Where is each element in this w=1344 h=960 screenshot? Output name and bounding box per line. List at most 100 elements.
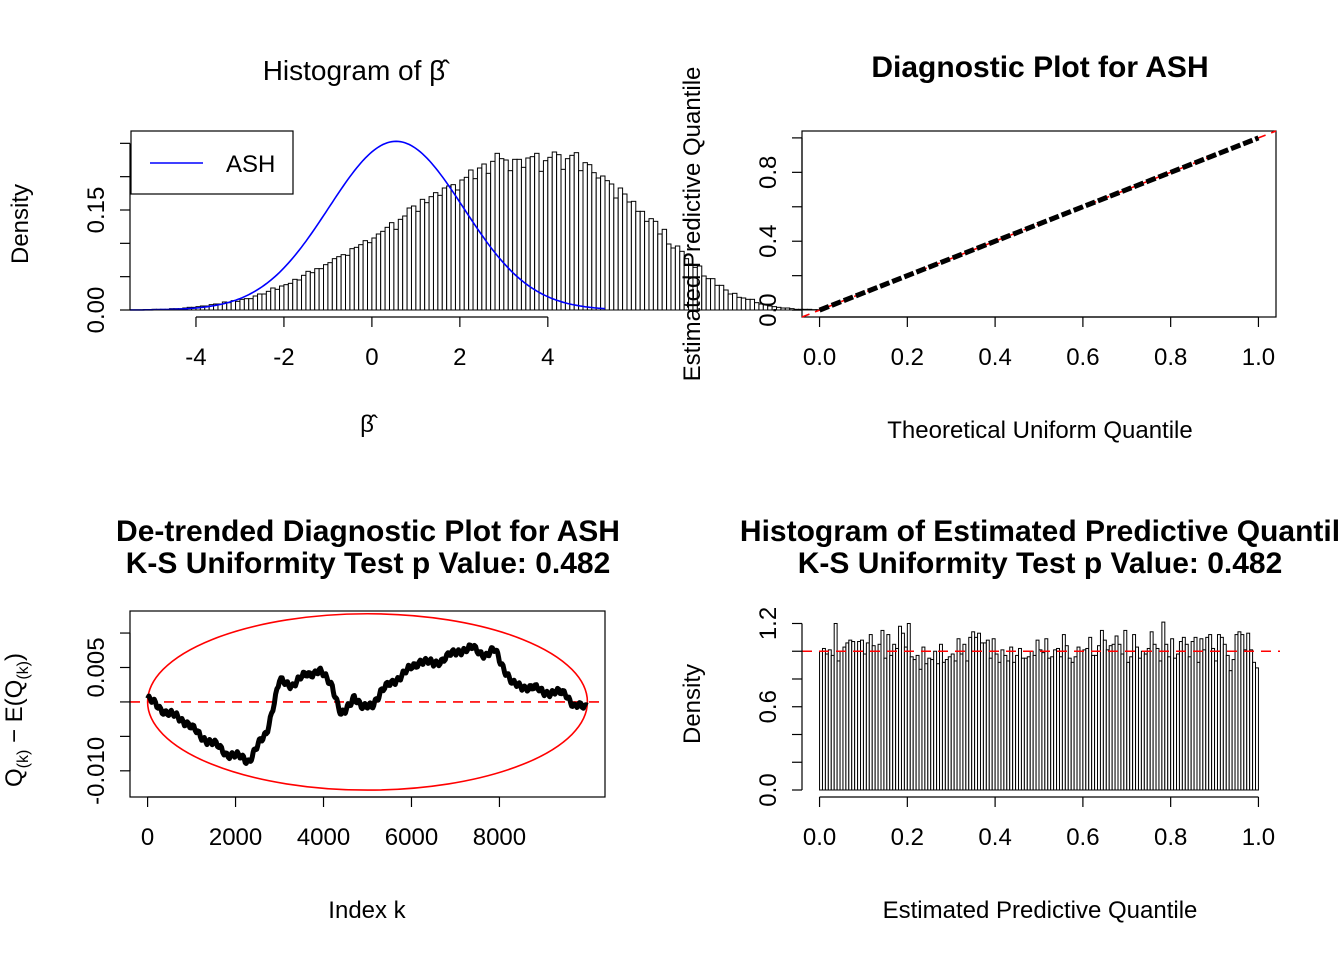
hist-beta-y-label: Density <box>7 184 34 264</box>
hist-beta-bar <box>670 247 676 311</box>
detrended-y-tick-label: -0.010 <box>83 737 110 805</box>
hist-beta-bar <box>432 192 439 311</box>
hist-quantile-y-label: Density <box>679 664 706 744</box>
hist-quantile-title-line1: Histogram of Estimated Predictive Quanti… <box>740 515 1340 548</box>
hist-beta-bar <box>375 233 382 311</box>
detrended-x-label: Index k <box>328 897 406 924</box>
detrended-x-tick-label: 6000 <box>385 824 438 851</box>
hist-quantile-x-tick-label: 0.6 <box>1066 824 1099 851</box>
hist-beta-bar <box>503 159 509 311</box>
hist-beta-bar <box>318 268 325 311</box>
hist-beta-bar <box>402 215 408 311</box>
hist-beta-bar <box>490 160 496 311</box>
ash-density-line <box>130 140 606 311</box>
hist-beta-bar <box>323 264 329 311</box>
detrended-y-tick-label: 0.005 <box>83 637 110 697</box>
hist-beta-bar <box>292 278 298 311</box>
diagnostic-y-tick-label: 0.4 <box>755 225 782 258</box>
hist-beta-bar <box>626 201 632 311</box>
hist-beta-bar <box>560 168 566 311</box>
hist-beta-bar <box>327 262 333 311</box>
hist-beta-bar <box>630 200 637 311</box>
hist-beta-x-tick-label: 4 <box>541 344 554 371</box>
hist-beta-bar <box>710 278 716 311</box>
hist-beta-bar <box>340 254 347 311</box>
hist-beta-bar <box>235 300 241 311</box>
hist-beta-bar <box>406 207 412 311</box>
diagnostic-x-tick-label: 0.0 <box>803 344 836 371</box>
hist-beta-bar <box>608 183 615 311</box>
hist-beta-bar <box>718 284 725 311</box>
hist-quantile-y-axis: 0.0 0.6 1.2 <box>755 607 803 807</box>
hist-beta-bar <box>573 152 580 311</box>
diagnostic-x-tick-label: 0.6 <box>1066 344 1099 371</box>
hist-quantile-x-tick-label: 0.0 <box>803 824 836 851</box>
detrended-x-tick-label: 0 <box>141 824 154 851</box>
hist-quantile-x-tick-label: 0.2 <box>891 824 924 851</box>
hist-beta-bar <box>556 154 562 311</box>
hist-beta-bar <box>613 197 619 311</box>
hist-beta-bar <box>428 196 434 311</box>
hist-beta-bar <box>657 233 663 311</box>
hist-beta-bar <box>714 284 720 311</box>
hist-beta-bar <box>740 297 747 311</box>
hist-beta-bar <box>257 293 263 311</box>
hist-beta-bar <box>397 218 404 311</box>
hist-beta-bar <box>569 154 575 311</box>
hist-beta-bar <box>494 152 500 311</box>
diagnostic-x-axis: 0.0 0.2 0.4 0.6 0.8 1.0 <box>803 316 1275 371</box>
hist-beta-bar <box>745 298 751 311</box>
hist-beta-bar <box>388 222 395 311</box>
hist-beta-bar <box>635 210 641 311</box>
hist-beta-bar <box>476 167 483 311</box>
hist-beta-bar <box>520 166 527 311</box>
hist-beta-bar <box>512 158 518 311</box>
hist-beta-bar <box>424 202 430 311</box>
legend-ash-label: ASH <box>226 151 275 178</box>
hist-beta-legend: ASH <box>130 130 294 195</box>
hist-beta-bar <box>305 270 311 311</box>
hist-beta-y-axis: 0.00 0.15 <box>83 142 131 333</box>
detrended-x-axis: 0 2000 4000 6000 8000 <box>141 796 526 851</box>
hist-beta-bar <box>595 177 602 311</box>
hist-beta-bar <box>806 308 813 311</box>
hist-quantile-y-tick-label: 0.6 <box>755 690 782 723</box>
hist-beta-bar <box>564 158 571 311</box>
hist-beta-bar <box>331 258 338 311</box>
panel-histogram-quantile: Histogram of Estimated Predictive Quanti… <box>679 515 1340 924</box>
hist-beta-x-tick-label: 0 <box>365 344 378 371</box>
hist-beta-bar <box>604 180 610 311</box>
detrended-series-line <box>145 642 589 766</box>
hist-beta-bar <box>362 240 368 311</box>
hist-beta-bar <box>648 218 654 311</box>
detrended-x-tick-label: 2000 <box>209 824 262 851</box>
hist-beta-bar <box>226 302 232 311</box>
hist-beta-bar <box>296 279 303 311</box>
panel-histogram-beta: Histogram of β̂ -4 -2 0 2 4 0.00 0.15 β̂ Dens… <box>7 55 822 438</box>
hist-beta-bar <box>507 170 514 311</box>
hist-beta-bar <box>542 160 549 311</box>
hist-beta-bar <box>666 243 672 311</box>
detrended-x-tick-label: 8000 <box>473 824 526 851</box>
panel-detrended-plot: De-trended Diagnostic Plot for ASH K-S U… <box>1 515 620 924</box>
hist-beta-bar <box>380 230 386 311</box>
hist-quantile-title-line2: K-S Uniformity Test p Value: 0.482 <box>798 547 1283 580</box>
hist-beta-bar <box>538 170 544 311</box>
hist-beta-bar <box>279 285 285 311</box>
hist-beta-bar <box>274 288 281 311</box>
hist-beta-bar <box>463 176 470 311</box>
hist-beta-x-tick-label: 2 <box>453 344 466 371</box>
hist-beta-bar <box>622 193 628 311</box>
hist-beta-x-tick-label: -4 <box>185 344 206 371</box>
hist-quantile-x-axis: 0.0 0.2 0.4 0.6 0.8 1.0 <box>803 796 1275 851</box>
hist-beta-bar <box>736 296 742 311</box>
hist-beta-bar <box>243 298 250 311</box>
hist-beta-bar <box>516 158 522 311</box>
hist-beta-bar <box>802 308 808 311</box>
hist-beta-bar <box>459 179 465 311</box>
hist-beta-bar <box>239 298 245 311</box>
hist-beta-bar <box>450 184 456 311</box>
hist-beta-bar <box>454 189 461 311</box>
hist-quantile-bar <box>1255 667 1259 791</box>
detrended-y-axis: -0.010 0.005 <box>83 632 131 805</box>
